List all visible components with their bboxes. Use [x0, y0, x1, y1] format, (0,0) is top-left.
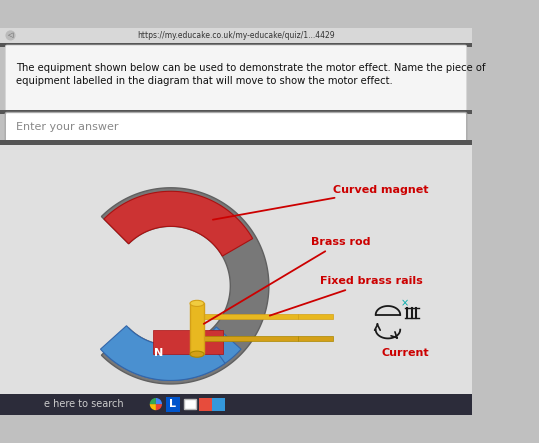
- Text: equipment labelled in the diagram that will move to show the motor effect.: equipment labelled in the diagram that w…: [16, 76, 392, 85]
- FancyBboxPatch shape: [0, 110, 472, 114]
- Wedge shape: [150, 404, 156, 410]
- Text: Curved magnet: Curved magnet: [213, 185, 429, 220]
- FancyBboxPatch shape: [199, 398, 212, 411]
- Wedge shape: [150, 398, 156, 404]
- Text: ×: ×: [400, 299, 409, 308]
- FancyBboxPatch shape: [0, 145, 472, 393]
- Polygon shape: [100, 326, 225, 381]
- FancyBboxPatch shape: [184, 399, 196, 409]
- FancyBboxPatch shape: [190, 303, 204, 354]
- Circle shape: [6, 31, 15, 40]
- Polygon shape: [104, 191, 253, 256]
- FancyBboxPatch shape: [153, 330, 223, 354]
- Text: e here to search: e here to search: [44, 399, 123, 409]
- FancyBboxPatch shape: [298, 336, 333, 341]
- Polygon shape: [104, 327, 241, 381]
- FancyBboxPatch shape: [0, 140, 472, 145]
- Polygon shape: [101, 188, 269, 384]
- Text: Enter your answer: Enter your answer: [16, 122, 118, 132]
- Text: The equipment shown below can be used to demonstrate the motor effect. Name the : The equipment shown below can be used to…: [16, 62, 485, 73]
- FancyBboxPatch shape: [212, 398, 225, 411]
- FancyBboxPatch shape: [0, 27, 472, 43]
- Text: Current: Current: [382, 348, 429, 358]
- FancyBboxPatch shape: [192, 336, 298, 341]
- Text: https://my.educake.co.uk/my-educake/quiz/1...4429: https://my.educake.co.uk/my-educake/quiz…: [137, 31, 335, 40]
- Wedge shape: [156, 404, 162, 410]
- FancyBboxPatch shape: [5, 113, 467, 142]
- Text: N: N: [154, 348, 163, 358]
- Wedge shape: [156, 398, 162, 404]
- Ellipse shape: [190, 300, 204, 307]
- Text: ◁: ◁: [8, 32, 13, 39]
- FancyBboxPatch shape: [0, 393, 472, 416]
- Ellipse shape: [190, 351, 204, 357]
- Text: Brass rod: Brass rod: [204, 237, 370, 324]
- FancyBboxPatch shape: [165, 397, 181, 412]
- FancyBboxPatch shape: [192, 314, 298, 319]
- FancyBboxPatch shape: [5, 45, 467, 112]
- FancyBboxPatch shape: [0, 43, 472, 47]
- Text: L: L: [169, 399, 176, 409]
- FancyBboxPatch shape: [298, 314, 333, 319]
- Text: Fixed brass rails: Fixed brass rails: [270, 276, 423, 315]
